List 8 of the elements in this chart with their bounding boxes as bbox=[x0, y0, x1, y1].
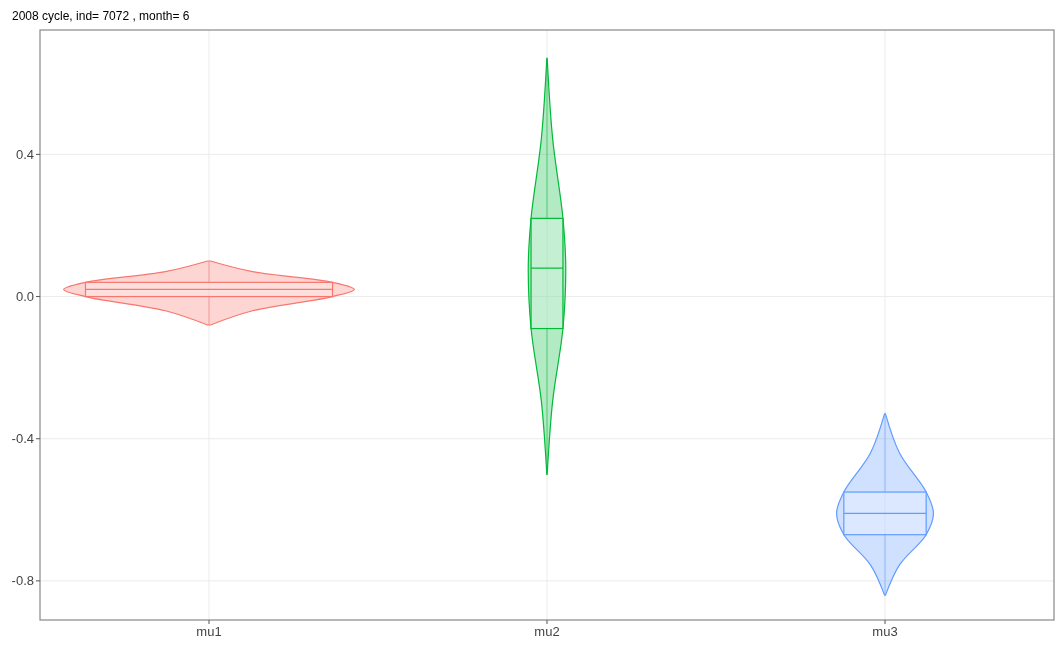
x-tick-label: mu3 bbox=[872, 624, 898, 639]
x-tick-label: mu2 bbox=[534, 624, 560, 639]
y-tick-label: -0.8 bbox=[11, 573, 34, 589]
x-tick-label: mu1 bbox=[196, 624, 222, 639]
chart-title: 2008 cycle, ind= 7072 , month= 6 bbox=[12, 9, 190, 23]
y-tick-label: 0.0 bbox=[15, 289, 34, 305]
y-tick-label: 0.4 bbox=[15, 146, 34, 162]
y-tick-label: -0.4 bbox=[11, 431, 34, 447]
